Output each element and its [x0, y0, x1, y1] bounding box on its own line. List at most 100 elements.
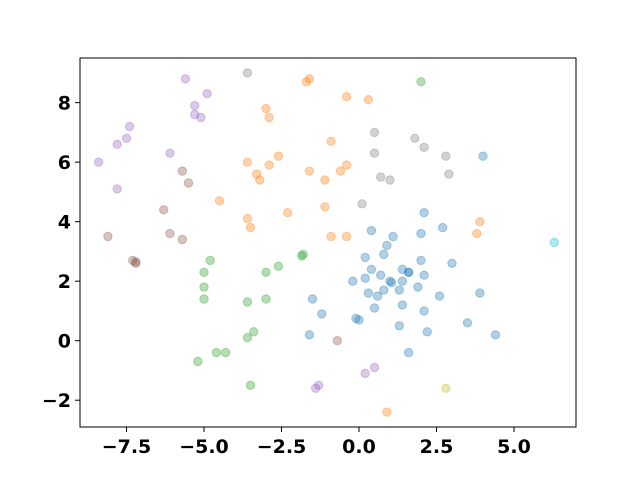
- data-point: [369, 303, 380, 313]
- data-point: [283, 208, 293, 218]
- data-point: [419, 142, 429, 153]
- y-tick-label: 4: [58, 212, 71, 234]
- data-point: [438, 222, 448, 233]
- y-axis-ticks: −2 0 2 4 6 8: [42, 93, 80, 412]
- data-point: [416, 228, 426, 239]
- data-point: [264, 160, 274, 170]
- data-point: [242, 214, 253, 224]
- data-point: [475, 288, 485, 298]
- data-point: [159, 205, 169, 215]
- data-point: [351, 313, 361, 324]
- data-point: [242, 297, 253, 307]
- data-point: [199, 294, 209, 304]
- data-point: [307, 294, 318, 304]
- data-point: [472, 228, 482, 239]
- x-tick-label: −2.5: [257, 436, 307, 458]
- x-tick-label: 5.0: [497, 436, 531, 458]
- data-point: [214, 196, 225, 206]
- data-point: [397, 300, 408, 310]
- data-point: [441, 151, 451, 161]
- data-point: [326, 231, 336, 242]
- data-point: [403, 267, 414, 277]
- x-tick-label: 2.5: [420, 436, 454, 458]
- data-point: [348, 276, 358, 286]
- data-point: [242, 157, 253, 167]
- data-point: [441, 383, 451, 393]
- data-point: [326, 136, 336, 147]
- data-point: [410, 133, 420, 144]
- data-point: [341, 92, 352, 102]
- data-point: [317, 309, 327, 319]
- data-point: [385, 175, 395, 185]
- data-point: [112, 184, 122, 194]
- data-point: [354, 315, 364, 325]
- data-point: [131, 257, 141, 267]
- data-point: [183, 178, 194, 188]
- data-point: [273, 261, 284, 271]
- data-point: [382, 407, 392, 417]
- y-tick-label: −2: [42, 390, 71, 412]
- data-point: [193, 356, 203, 367]
- data-point: [447, 258, 457, 268]
- data-point: [242, 68, 253, 78]
- data-point: [177, 234, 188, 245]
- data-point: [376, 172, 386, 182]
- data-point: [261, 267, 271, 277]
- data-point: [93, 157, 104, 167]
- data-point: [360, 368, 370, 379]
- data-point: [255, 175, 265, 185]
- data-point: [242, 333, 253, 343]
- data-point: [196, 112, 206, 123]
- data-point: [221, 347, 231, 358]
- data-point: [444, 169, 454, 179]
- data-point: [248, 327, 259, 337]
- data-point: [341, 231, 352, 242]
- data-point: [403, 267, 414, 277]
- data-point: [199, 282, 209, 292]
- data-point: [332, 336, 342, 346]
- data-point: [478, 151, 488, 161]
- data-point: [360, 273, 370, 283]
- data-point: [363, 288, 373, 298]
- data-point: [320, 202, 330, 212]
- data-point: [382, 240, 392, 251]
- y-tick-label: 8: [58, 93, 71, 115]
- data-point: [475, 217, 485, 227]
- data-point: [549, 237, 559, 248]
- data-point: [298, 249, 308, 260]
- data-point: [304, 330, 315, 340]
- axes-frame: [79, 57, 577, 428]
- data-point: [190, 100, 200, 111]
- data-point: [202, 89, 212, 99]
- data-point: [416, 77, 426, 87]
- data-point: [341, 160, 352, 170]
- data-point: [490, 330, 501, 340]
- data-point: [199, 267, 209, 277]
- data-point: [388, 231, 398, 242]
- data-point: [413, 282, 423, 292]
- data-point: [357, 199, 367, 209]
- data-point: [416, 255, 426, 266]
- data-point: [296, 251, 307, 261]
- x-tick-label: 0.0: [342, 436, 376, 458]
- data-point: [320, 175, 330, 185]
- data-point: [397, 276, 408, 286]
- data-point: [245, 222, 256, 233]
- data-point: [131, 258, 141, 268]
- data-point: [103, 231, 113, 242]
- data-point: [177, 166, 188, 176]
- data-point: [379, 285, 389, 295]
- y-tick-label: 2: [58, 271, 71, 293]
- data-point: [124, 121, 135, 132]
- data-point: [419, 208, 429, 218]
- data-point: [121, 133, 132, 144]
- data-point: [372, 291, 383, 301]
- data-point: [180, 74, 191, 84]
- data-point: [112, 139, 122, 150]
- data-point: [335, 166, 346, 176]
- data-point: [369, 148, 380, 158]
- data-point: [386, 278, 397, 288]
- data-point: [419, 306, 429, 316]
- data-point: [397, 264, 408, 274]
- data-point: [363, 95, 373, 105]
